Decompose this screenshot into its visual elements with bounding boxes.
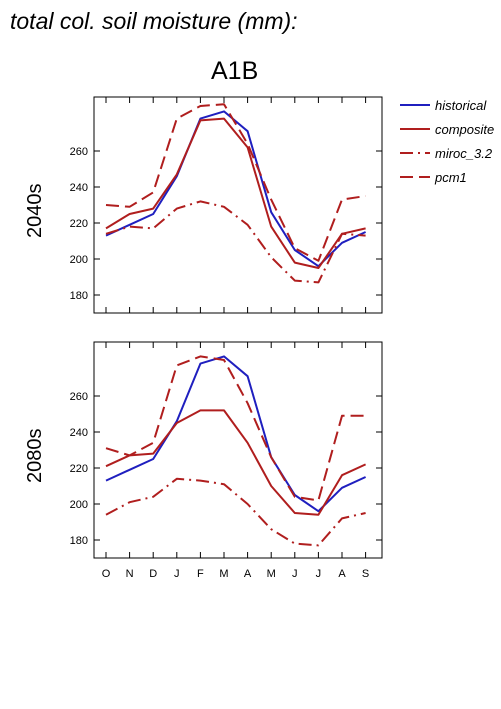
series-line-historical — [105, 110, 367, 268]
plot-frame — [93, 341, 383, 559]
x-tick-label: M — [267, 568, 276, 580]
x-tick-label: J — [174, 568, 180, 580]
y-tick-label: 180 — [70, 290, 88, 302]
legend-label: historical — [435, 98, 487, 113]
x-tick-label: A — [244, 568, 252, 580]
x-tick-label: D — [149, 568, 157, 580]
series-line-miroc-3-2 — [105, 477, 366, 547]
x-tick-label: J — [316, 568, 322, 580]
y-tick-label: 260 — [70, 146, 88, 158]
y-tick-label: 200 — [70, 254, 88, 266]
x-tick-label: J — [292, 568, 298, 580]
legend-label: miroc_3.2 — [435, 146, 493, 161]
y-tick-label: 180 — [70, 535, 88, 547]
y-tick-label: 220 — [70, 218, 88, 230]
y-tick-label: 240 — [70, 427, 88, 439]
y-tick-label: 240 — [70, 182, 88, 194]
x-tick-label: S — [362, 568, 369, 580]
x-tick-label: O — [102, 568, 111, 580]
legend-label: pcm1 — [434, 170, 467, 185]
series-line-composite — [105, 409, 367, 516]
series-line-pcm1 — [105, 355, 366, 502]
y-tick-label: 200 — [70, 499, 88, 511]
series-line-pcm1 — [105, 103, 366, 262]
y-tick-label: 260 — [70, 391, 88, 403]
x-tick-label: M — [219, 568, 228, 580]
series-line-miroc-3-2 — [105, 200, 366, 284]
page-title: total col. soil moisture (mm): — [10, 8, 298, 34]
x-tick-label: F — [197, 568, 204, 580]
scenario-title: A1B — [211, 57, 259, 85]
x-tick-label: N — [126, 568, 134, 580]
legend-label: composite — [435, 122, 494, 137]
x-tick-label: A — [338, 568, 346, 580]
plot-frame — [93, 96, 383, 314]
series-line-historical — [105, 355, 367, 513]
y-tick-label: 220 — [70, 463, 88, 475]
series-line-composite — [105, 117, 366, 269]
